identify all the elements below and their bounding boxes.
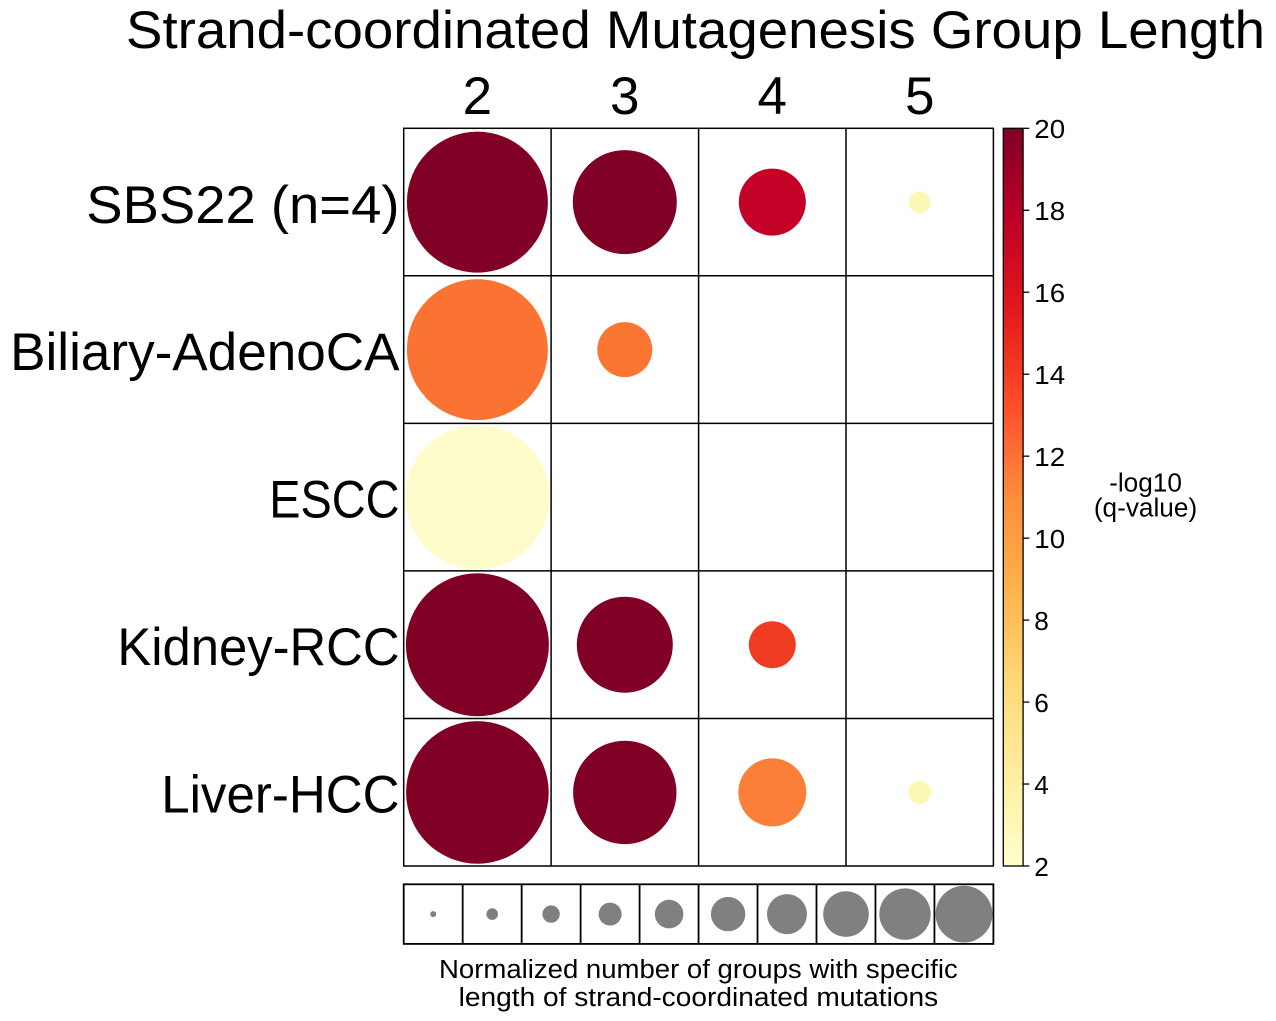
svg-text:5: 5	[905, 67, 934, 126]
svg-text:12: 12	[1034, 442, 1065, 472]
svg-text:ESCC: ESCC	[269, 470, 399, 529]
svg-text:(q-value): (q-value)	[1094, 493, 1197, 523]
svg-text:SBS22 (n=4): SBS22 (n=4)	[86, 176, 399, 235]
svg-text:Strand-coordinated Mutagenesis: Strand-coordinated Mutagenesis Group Len…	[126, 1, 1265, 60]
svg-text:16: 16	[1034, 278, 1065, 308]
svg-text:-log10: -log10	[1109, 467, 1182, 497]
svg-text:20: 20	[1034, 114, 1065, 144]
svg-text:6: 6	[1034, 688, 1049, 718]
svg-text:Normalized number of groups wi: Normalized number of groups with specifi…	[439, 954, 958, 984]
svg-text:2: 2	[463, 67, 492, 126]
svg-text:4: 4	[758, 67, 787, 126]
svg-text:14: 14	[1034, 360, 1065, 390]
svg-text:2: 2	[1034, 852, 1049, 882]
svg-text:Kidney-RCC: Kidney-RCC	[117, 618, 399, 677]
svg-text:18: 18	[1034, 196, 1065, 226]
svg-text:10: 10	[1034, 524, 1065, 554]
svg-text:3: 3	[610, 67, 639, 126]
svg-text:Liver-HCC: Liver-HCC	[161, 766, 399, 825]
svg-text:Biliary-AdenoCA: Biliary-AdenoCA	[10, 323, 400, 382]
svg-text:8: 8	[1034, 606, 1049, 636]
svg-text:length of strand-coordinated m: length of strand-coordinated mutations	[459, 982, 939, 1012]
svg-text:4: 4	[1034, 770, 1049, 800]
